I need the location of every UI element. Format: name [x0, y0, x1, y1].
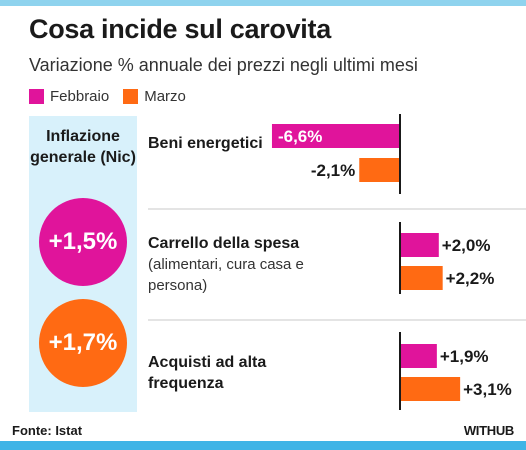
bar-marzo	[400, 377, 461, 401]
category-label-carrello: Carrello della spesa (alimentari, cura c…	[148, 233, 308, 296]
category-title: Beni energetici	[148, 135, 263, 152]
brand-logo: WITHUB	[463, 423, 514, 438]
category-label-beni-energetici: Beni energetici	[148, 133, 268, 154]
inflation-title: Inflazione generale (Nic)	[30, 128, 136, 166]
inflation-value-marzo: +1,7%	[48, 329, 118, 356]
category-title: Carrello della spesa	[148, 235, 300, 252]
category-subtitle: (alimentari, cura casa e persona)	[148, 256, 304, 294]
bar-value-label: -2,1%	[311, 161, 355, 180]
chart-subtitle: Variazione % annuale dei prezzi negli ul…	[29, 55, 418, 75]
source-note: Fonte: Istat	[12, 423, 83, 438]
category-title: Acquisti ad alta frequenza	[148, 354, 267, 392]
legend-item-febbraio: Febbraio	[29, 88, 109, 105]
legend: Febbraio Marzo	[29, 86, 200, 106]
bar-marzo	[400, 266, 443, 290]
bar-value-label: +3,1%	[463, 380, 512, 399]
bar-febbraio	[400, 344, 437, 368]
inflation-value-febbraio: +1,5%	[48, 228, 118, 255]
legend-swatch-febbraio	[29, 88, 44, 104]
bar-value-label: +1,9%	[440, 347, 489, 366]
bar-value-label: +2,0%	[442, 236, 491, 255]
legend-label-marzo: Marzo	[144, 87, 186, 105]
bar-febbraio	[400, 233, 439, 257]
inflation-panel: Inflazione generale (Nic) +1,5% +1,7%	[29, 116, 137, 412]
top-accent-bar	[0, 0, 526, 6]
legend-label-febbraio: Febbraio	[50, 87, 110, 105]
bar-marzo	[359, 158, 400, 182]
legend-item-marzo: Marzo	[123, 88, 186, 105]
legend-swatch-marzo	[123, 88, 139, 104]
category-label-acquisti: Acquisti ad alta frequenza	[148, 352, 328, 394]
bar-febbraio	[271, 124, 400, 148]
inflation-circle-marzo: +1,7%	[39, 299, 127, 387]
bar-value-label: +2,2%	[446, 269, 495, 288]
inflation-circle-febbraio: +1,5%	[39, 198, 127, 286]
bar-value-label: -6,6%	[278, 127, 322, 146]
chart-title: Cosa incide sul carovita	[29, 14, 331, 44]
bottom-accent-bar	[0, 441, 526, 450]
